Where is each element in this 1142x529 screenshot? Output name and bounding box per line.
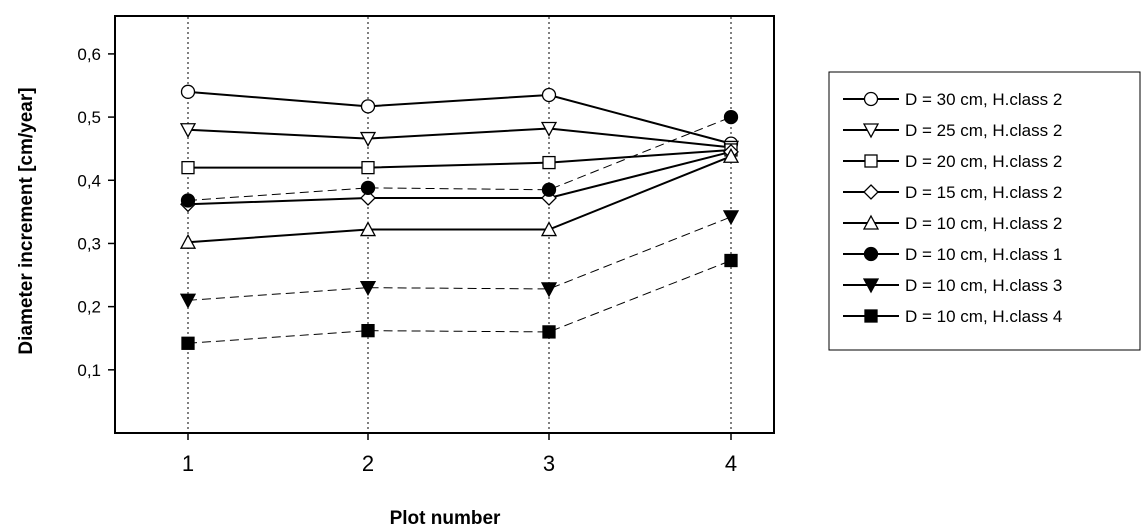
data-point-triangle-up-open [862,214,880,230]
data-point-triangle-down-open [862,123,880,139]
y-tick-label: 0,6 [77,45,101,64]
x-tick-label: 3 [543,451,555,476]
data-point-triangle-up-open [179,233,197,249]
x-tick-label: 1 [182,451,194,476]
data-point-square-filled [542,325,556,339]
legend-label: D = 10 cm, H.class 2 [905,214,1062,233]
x-axis: 1 2 3 4 [182,433,737,476]
y-axis-title: Diameter increment [cm/year] [16,87,37,354]
series-group [179,84,740,350]
data-point-circle-filled [723,109,739,125]
data-point-circle-open [180,84,196,99]
legend-label: D = 25 cm, H.class 2 [905,121,1062,140]
legend-label: D = 10 cm, H.class 3 [905,276,1062,295]
data-point-triangle-down-open [179,123,197,139]
data-point-triangle-down-open [359,131,377,147]
y-tick-label: 0,3 [77,234,101,253]
legend-item: D = 10 cm, H.class 4 [843,307,1062,326]
legend-item: D = 20 cm, H.class 2 [843,152,1062,171]
data-point-triangle-up-open [359,221,377,237]
data-point-square-open [864,154,878,168]
data-point-circle-open [541,87,557,103]
data-point-square-open [361,160,375,175]
data-point-triangle-down-filled [540,282,558,298]
data-point-triangle-down-open [540,121,558,137]
data-point-square-filled [181,336,195,350]
data-point-diamond-open [360,190,376,206]
legend-label: D = 15 cm, H.class 2 [905,183,1062,202]
data-point-square-filled [724,253,738,268]
legend-label: D = 20 cm, H.class 2 [905,152,1062,171]
series-line [187,127,732,149]
data-point-circle-filled [360,180,376,196]
data-point-triangle-down-filled [722,210,740,226]
series-line [187,90,732,145]
x-axis-title: Plot number [390,508,501,529]
series-line [187,216,732,301]
data-point-circle-filled [541,182,557,197]
legend: D = 30 cm, H.class 2 D = 25 cm, H.class 2… [828,71,1141,351]
legend-label: D = 10 cm, H.class 4 [905,307,1062,326]
grid-lines [187,17,732,432]
series-line [188,148,732,169]
legend-item: D = 10 cm, H.class 1 [843,245,1062,264]
legend-item: D = 10 cm, H.class 3 [843,276,1062,295]
series-line [187,155,732,244]
data-point-circle-filled [180,193,196,208]
series-line [187,150,732,206]
series-line [187,260,732,344]
data-point-triangle-up-open [540,221,558,237]
y-tick-label: 0,5 [77,108,101,127]
data-point-circle-filled [863,246,879,262]
data-point-square-filled [864,309,878,323]
y-tick-label: 0,4 [77,171,101,190]
legend-label: D = 10 cm, H.class 1 [905,245,1062,264]
data-point-circle-open [863,91,879,107]
series-line [187,116,732,201]
y-tick-label: 0,2 [77,298,101,317]
x-tick-label: 2 [362,451,374,476]
y-tick-label: 0,1 [77,361,101,380]
data-point-triangle-down-filled [179,293,197,309]
data-point-triangle-down-filled [359,281,377,297]
legend-item: D = 10 cm, H.class 2 [843,214,1062,233]
legend-item: D = 25 cm, H.class 2 [843,121,1062,140]
y-axis: 0,1 0,2 0,3 0,4 0,5 0,6 [77,45,115,380]
data-point-triangle-down-filled [862,278,880,294]
legend-label: D = 30 cm, H.class 2 [905,90,1062,109]
data-point-square-open [542,155,556,170]
legend-item: D = 30 cm, H.class 2 [843,90,1062,109]
plot-frame [114,15,775,434]
data-point-square-filled [361,323,375,338]
data-point-square-open [181,160,195,175]
legend-item: D = 15 cm, H.class 2 [843,183,1062,202]
x-tick-label: 4 [725,451,737,476]
data-point-circle-open [360,99,376,114]
legend-box [828,71,1141,351]
data-point-triangle-up-open [722,147,740,163]
data-point-diamond-open [863,184,879,200]
